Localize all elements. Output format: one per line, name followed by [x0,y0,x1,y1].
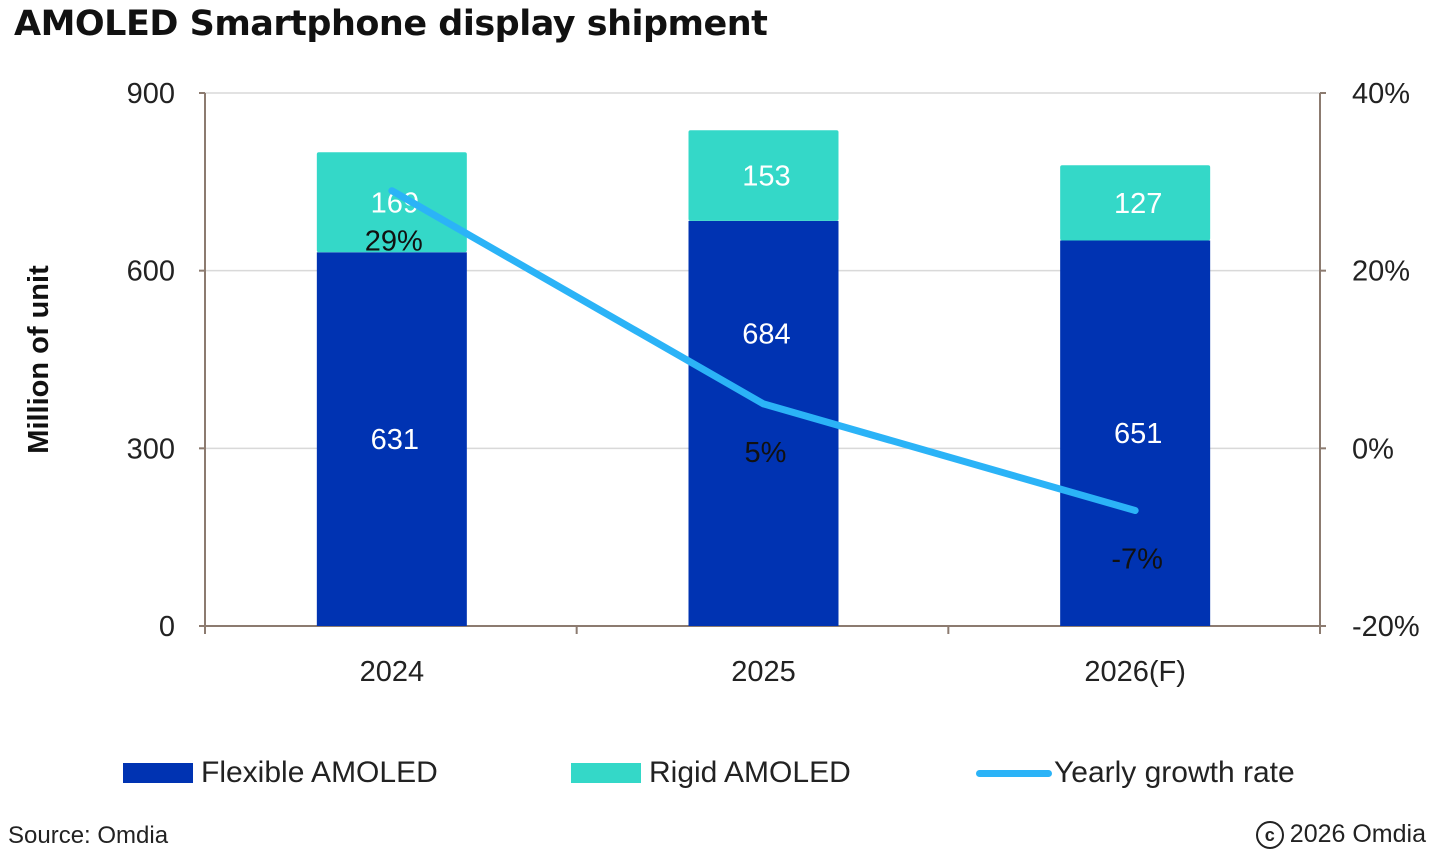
y2-tick-label: 0% [1352,433,1394,465]
legend-swatch-flexible [123,763,193,783]
legend-swatch-rigid [571,763,641,783]
data-label-flexible: 631 [371,424,419,456]
y2-tick-label: -20% [1352,611,1420,643]
y-tick-label: 600 [127,256,175,288]
legend-item-rigid: Rigid AMOLED [571,756,851,790]
bar-rigid-2026(F) [1060,165,1211,241]
legend-label: Yearly growth rate [1054,756,1295,789]
source-note: Source: Omdia [8,822,169,849]
y-tick-label: 300 [127,433,175,465]
x-tick-label: 2026(F) [1084,656,1186,688]
bar-flexible-2024 [316,252,467,626]
chart-title: AMOLED Smartphone display shipment [14,4,768,44]
data-label-rigid: 153 [742,161,790,193]
data-label-growth: 5% [745,437,787,469]
copyright-icon: c [1255,820,1284,849]
legend-label: Rigid AMOLED [649,756,851,789]
data-label-growth: 29% [365,226,423,258]
y-axis-title: Million of unit [23,265,55,454]
data-label-growth: -7% [1111,544,1163,576]
bar-rigid-2025 [688,130,839,221]
y-tick-label: 0 [159,611,175,643]
bar-flexible-2026(F) [1060,240,1211,627]
x-tick-label: 2025 [731,656,796,688]
legend-item-growth: Yearly growth rate [976,756,1295,790]
y2-tick-label: 20% [1352,256,1410,288]
y2-tick-label: 40% [1352,78,1410,110]
data-label-flexible: 684 [742,318,790,350]
bar-flexible-2025 [688,220,839,627]
bar-rigid-2024 [316,152,467,253]
data-label-flexible: 651 [1114,418,1162,450]
x-tick-label: 2024 [360,656,425,688]
legend-label: Flexible AMOLED [201,756,438,789]
y-tick-label: 900 [127,78,175,110]
legend-item-flexible: Flexible AMOLED [123,756,438,790]
data-label-rigid: 127 [1114,188,1162,220]
legend-line-growth [976,769,1052,777]
copyright-note: c 2026 Omdia [1255,820,1426,849]
copyright-text: 2026 Omdia [1289,820,1426,848]
